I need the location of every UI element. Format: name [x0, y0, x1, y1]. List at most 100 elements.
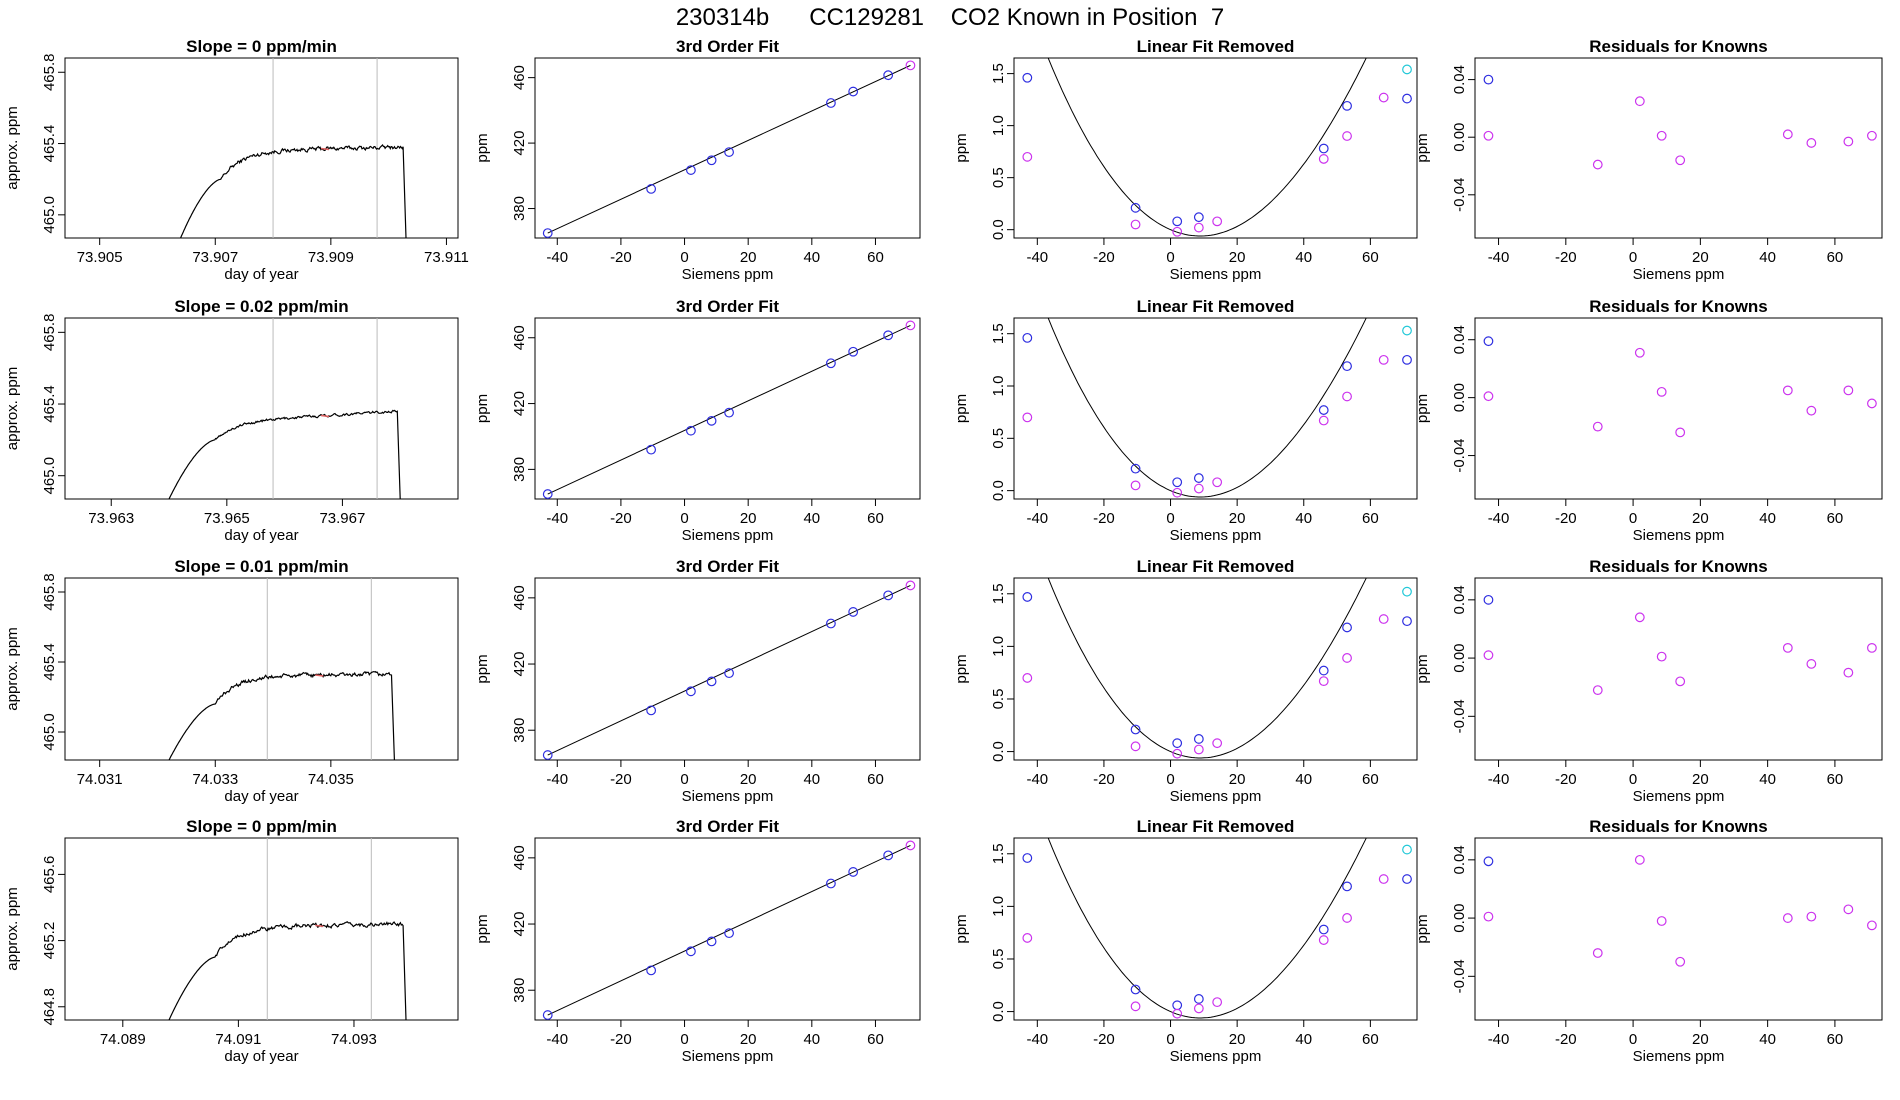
plot-area: [1022, 58, 1412, 237]
data-point: [1318, 665, 1329, 676]
plot-area: [1483, 854, 1877, 967]
data-point: [1318, 143, 1329, 154]
data-point: [1212, 997, 1223, 1008]
y-axis-label: ppm: [953, 133, 970, 162]
panel-r2-c3: Residuals for Knowns -40 -20 0 20 40 60 Siemens…: [1414, 557, 1883, 805]
data-point: [905, 580, 916, 591]
fit-curve: [1047, 58, 1367, 237]
data-point: [1483, 911, 1494, 922]
x-tick-label: 20: [1692, 249, 1709, 266]
data-point: [646, 705, 657, 716]
x-tick-label: 20: [1229, 510, 1246, 527]
data-point: [686, 946, 696, 957]
y-tick-label: 0.04: [1451, 585, 1468, 614]
panel-r0-c1: 3rd Order Fit -40 -20 0 20 40 60 Siemens ppm 380…: [474, 37, 921, 283]
x-tick-label: -40: [1026, 510, 1048, 527]
data-point: [1342, 653, 1352, 663]
x-tick-label: 20: [1229, 771, 1246, 788]
x-tick-label: 40: [803, 771, 820, 788]
x-tick-label: 20: [1692, 510, 1709, 527]
co2-time-trace: [168, 921, 407, 1020]
fit-line: [547, 64, 911, 234]
plot-area: [168, 578, 395, 760]
y-tick-label: 465.8: [41, 573, 58, 611]
data-point: [1172, 748, 1183, 759]
fit-line: [547, 584, 911, 756]
x-tick-label: 20: [1692, 1031, 1709, 1048]
plot-area: [1022, 578, 1412, 759]
x-tick-label: -40: [1026, 1031, 1048, 1048]
plot-area: [542, 60, 916, 238]
data-point: [1022, 673, 1033, 683]
y-tick-label: 420: [511, 652, 528, 677]
plot-area: [1022, 318, 1412, 498]
data-point: [826, 878, 836, 889]
data-point: [1483, 594, 1494, 605]
x-tick-label: -40: [1488, 771, 1510, 788]
data-point: [724, 407, 734, 418]
x-tick-label: 0: [1629, 771, 1637, 788]
x-tick-label: 60: [1362, 249, 1379, 266]
x-tick-label: 74.035: [308, 771, 354, 788]
x-tick-label: 73.909: [308, 249, 354, 266]
data-point: [1318, 154, 1329, 164]
data-point: [1172, 216, 1183, 227]
x-tick-label: 40: [803, 249, 820, 266]
y-tick-label: 0.00: [1451, 903, 1468, 932]
x-axis-label: Siemens ppm: [682, 266, 774, 283]
x-tick-label: 73.965: [204, 510, 250, 527]
x-tick-label: 40: [803, 510, 820, 527]
x-axis-label: Siemens ppm: [1170, 527, 1262, 544]
x-tick-label: 60: [867, 1031, 884, 1048]
y-tick-label: 465.6: [41, 856, 58, 894]
data-point: [1782, 913, 1793, 923]
x-tick-label: 20: [740, 1031, 757, 1048]
data-point: [1130, 202, 1141, 213]
data-point: [1318, 935, 1329, 945]
plot-frame: [534, 317, 921, 500]
x-tick-label: 20: [740, 510, 757, 527]
x-tick-label: 0: [680, 249, 688, 266]
data-point: [1592, 159, 1603, 170]
data-point: [1402, 354, 1412, 365]
plot-frame: [534, 57, 921, 239]
data-point: [1318, 415, 1329, 426]
y-axis-label: ppm: [474, 654, 491, 683]
y-tick-label: 380: [511, 196, 528, 221]
data-point: [1193, 734, 1204, 744]
data-point: [1342, 361, 1352, 372]
y-axis-label: approx. ppm: [4, 106, 21, 189]
x-axis-label: Siemens ppm: [1170, 1048, 1262, 1065]
panel-r3-c1: 3rd Order Fit -40 -20 0 20 40 60 Siemens ppm 380…: [474, 817, 921, 1065]
data-point: [1318, 405, 1329, 415]
plot-frame: [1474, 57, 1883, 239]
y-axis-label: ppm: [953, 654, 970, 683]
y-axis-label: ppm: [1414, 133, 1431, 162]
data-point: [1130, 463, 1141, 474]
plot-frame: [64, 317, 459, 500]
x-axis-label: day of year: [224, 788, 298, 805]
x-tick-label: 74.033: [192, 771, 238, 788]
data-point: [1483, 130, 1494, 141]
y-tick-label: 465.0: [41, 713, 58, 751]
y-tick-label: 380: [511, 457, 528, 482]
y-axis-label: approx. ppm: [4, 367, 21, 450]
x-tick-label: 40: [1759, 771, 1776, 788]
data-point: [1130, 219, 1141, 230]
x-tick-label: -40: [1488, 249, 1510, 266]
data-point: [1193, 994, 1204, 1004]
y-tick-label: 465.8: [41, 53, 58, 91]
x-tick-label: 0: [1629, 1031, 1637, 1048]
data-point: [1342, 391, 1352, 402]
x-tick-label: 0: [680, 771, 688, 788]
data-point: [724, 928, 734, 939]
data-point: [1172, 226, 1183, 237]
data-point: [1806, 405, 1817, 416]
data-point: [1172, 738, 1183, 749]
data-point: [1656, 386, 1667, 397]
x-tick-label: 40: [1295, 510, 1312, 527]
data-point: [1212, 738, 1223, 749]
y-tick-label: 460: [511, 585, 528, 610]
